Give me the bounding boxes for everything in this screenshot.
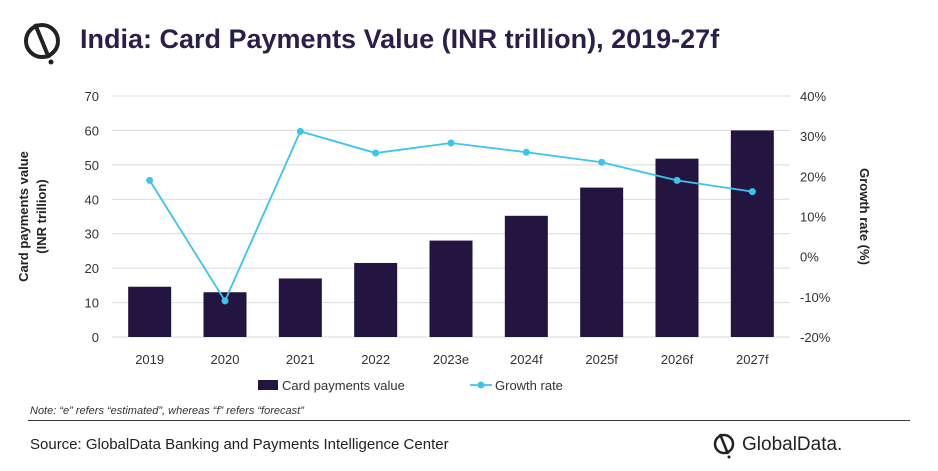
bar-2024f — [504, 215, 548, 337]
growth-rate-point — [748, 188, 756, 196]
x-tick-label: 2022 — [361, 352, 390, 367]
x-tick-label: 2023e — [433, 352, 469, 367]
globaldata-logo-icon — [24, 23, 60, 65]
growth-rate-point — [296, 127, 304, 135]
x-tick-label: 2021 — [286, 352, 315, 367]
y-left-tick-label: 40 — [85, 192, 99, 207]
y-left-tick-label: 50 — [85, 158, 99, 173]
x-tick-label: 2025f — [585, 352, 618, 367]
growth-rate-point — [522, 148, 530, 156]
y-right-tick-label: 10% — [800, 210, 826, 225]
y-left-tick-label: 20 — [85, 261, 99, 276]
y-right-tick-label: -10% — [800, 290, 831, 305]
chart: 0 10 20 30 40 50 60 70 -20% -10% 0% 10% 20% 30% 40% 201… — [16, 89, 872, 393]
y-left-axis-label-line2: (INR trillion) — [34, 179, 49, 253]
legend-label-bars: Card payments value — [282, 378, 405, 393]
legend-swatch-point — [477, 381, 485, 389]
bar-2023e — [429, 240, 473, 337]
bar-2022 — [354, 262, 398, 337]
y-left-tick-label: 70 — [85, 89, 99, 104]
chart-title: India: Card Payments Value (INR trillion… — [80, 24, 720, 54]
y-right-tick-label: 20% — [800, 169, 826, 184]
growth-rate-point — [673, 176, 681, 184]
bar-2021 — [278, 278, 322, 337]
bar-2025f — [580, 187, 624, 337]
x-tick-label: 2027f — [736, 352, 769, 367]
x-tick-label: 2024f — [510, 352, 543, 367]
chart-note: Note: “e” refers “estimated”, whereas “f… — [30, 405, 304, 417]
y-right-tick-label: 30% — [800, 129, 826, 144]
y-left-axis-label-line1: Card payments value — [16, 151, 31, 282]
brand-logo: GlobalData. — [712, 430, 842, 460]
y-right-axis-label: Growth rate (%) — [857, 168, 872, 265]
globaldata-brand-icon — [713, 433, 735, 459]
divider — [28, 420, 910, 421]
growth-rate-point — [221, 297, 229, 305]
y-left-tick-label: 60 — [85, 123, 99, 138]
growth-rate-point — [146, 176, 154, 184]
y-left-tick-label: 10 — [85, 296, 99, 311]
bar-2019 — [128, 286, 172, 337]
y-left-tick-label: 30 — [85, 227, 99, 242]
y-right-tick-label: 40% — [800, 89, 826, 104]
y-right-tick-label: -20% — [800, 330, 831, 345]
y-right-tick-label: 0% — [800, 250, 819, 265]
y-left-tick-label: 0 — [92, 330, 99, 345]
bar-2027f — [730, 130, 774, 337]
bar-2026f — [655, 158, 699, 337]
x-tick-label: 2019 — [135, 352, 164, 367]
growth-rate-point — [372, 149, 380, 157]
growth-rate-point — [447, 139, 455, 147]
x-tick-label: 2020 — [211, 352, 240, 367]
legend-swatch-bars — [258, 380, 278, 390]
source-text: Source: GlobalData Banking and Payments … — [30, 436, 449, 453]
x-tick-label: 2026f — [661, 352, 694, 367]
growth-rate-point — [598, 158, 606, 166]
legend-label-line: Growth rate — [495, 378, 563, 393]
brand-name: GlobalData. — [742, 434, 843, 455]
